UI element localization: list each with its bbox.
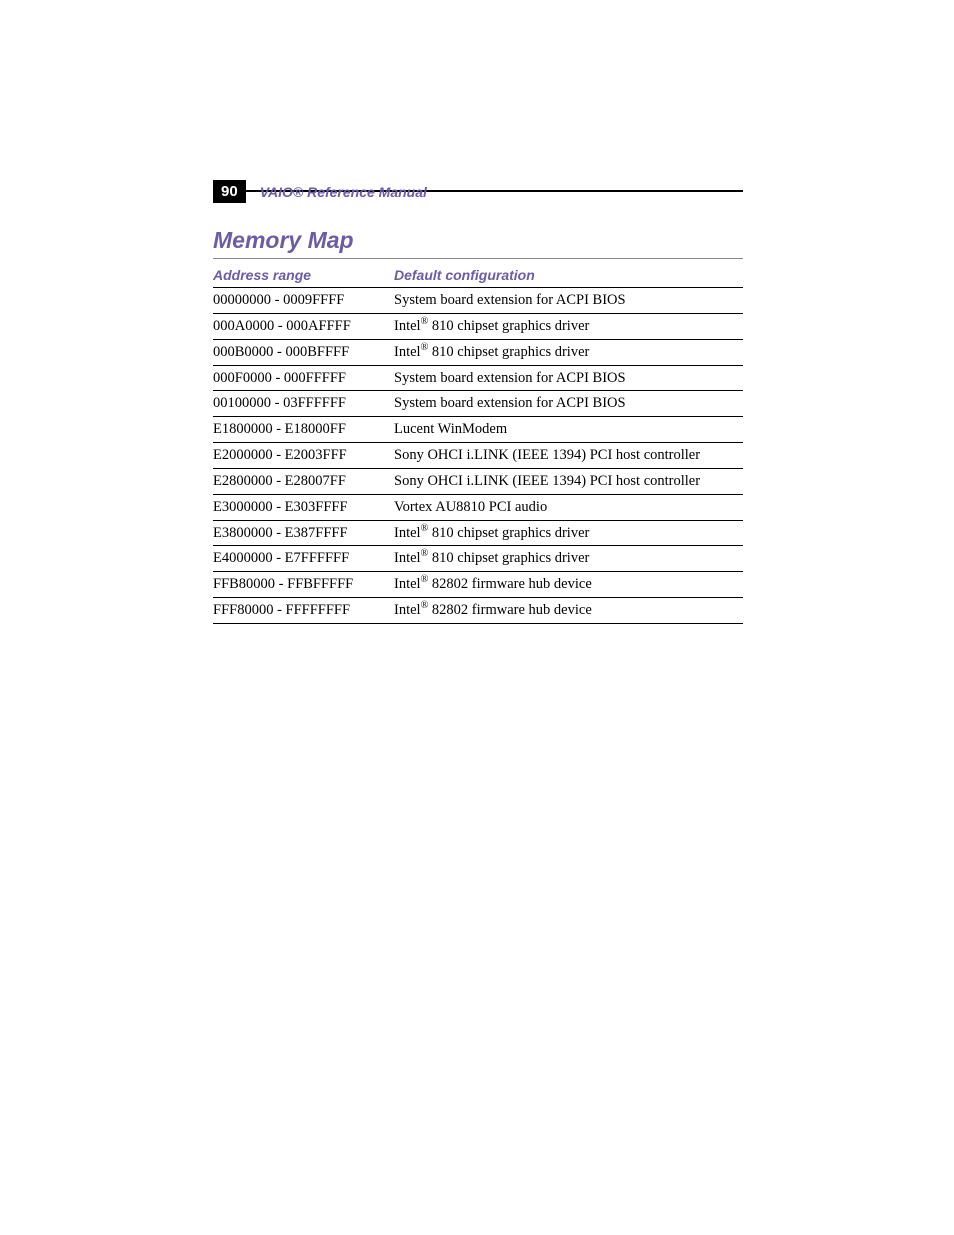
section-title: Memory Map (213, 227, 743, 254)
cell-address-range: 00000000 - 0009FFFF (213, 288, 394, 314)
cell-default-config: Intel® 82802 firmware hub device (394, 572, 743, 598)
cell-default-config: Intel® 810 chipset graphics driver (394, 313, 743, 339)
desc-text: Intel (394, 318, 421, 334)
desc-text: Vortex AU8810 PCI audio (394, 499, 547, 515)
desc-text: Intel (394, 525, 421, 541)
cell-address-range: E2000000 - E2003FFF (213, 443, 394, 469)
page-content: 90 VAIO® Reference Manual Memory Map Add… (213, 190, 743, 624)
desc-text: System board extension for ACPI BIOS (394, 370, 626, 386)
table-row: E2800000 - E28007FFSony OHCI i.LINK (IEE… (213, 468, 743, 494)
table-row: E3000000 - E303FFFFVortex AU8810 PCI aud… (213, 494, 743, 520)
table-row: 00000000 - 0009FFFFSystem board extensio… (213, 288, 743, 314)
table-row: FFF80000 - FFFFFFFFIntel® 82802 firmware… (213, 598, 743, 624)
table-row: 000A0000 - 000AFFFFIntel® 810 chipset gr… (213, 313, 743, 339)
desc-text: System board extension for ACPI BIOS (394, 395, 626, 411)
desc-text-post: 82802 firmware hub device (428, 602, 591, 618)
desc-text: Intel (394, 576, 421, 592)
desc-text: Lucent WinModem (394, 421, 507, 437)
table-row: E4000000 - E7FFFFFFIntel® 810 chipset gr… (213, 546, 743, 572)
cell-address-range: 000F0000 - 000FFFFF (213, 365, 394, 391)
page-header: 90 VAIO® Reference Manual (213, 180, 743, 203)
cell-default-config: Lucent WinModem (394, 417, 743, 443)
table-row: FFB80000 - FFBFFFFFIntel® 82802 firmware… (213, 572, 743, 598)
cell-address-range: 00100000 - 03FFFFFF (213, 391, 394, 417)
cell-default-config: Intel® 810 chipset graphics driver (394, 546, 743, 572)
table-row: E2000000 - E2003FFFSony OHCI i.LINK (IEE… (213, 443, 743, 469)
cell-address-range: 000A0000 - 000AFFFF (213, 313, 394, 339)
cell-default-config: Intel® 810 chipset graphics driver (394, 520, 743, 546)
desc-text: System board extension for ACPI BIOS (394, 292, 626, 308)
desc-text: Intel (394, 602, 421, 618)
cell-address-range: E4000000 - E7FFFFFF (213, 546, 394, 572)
cell-default-config: System board extension for ACPI BIOS (394, 391, 743, 417)
desc-text-post: 810 chipset graphics driver (428, 318, 589, 334)
cell-default-config: Intel® 810 chipset graphics driver (394, 339, 743, 365)
cell-default-config: System board extension for ACPI BIOS (394, 365, 743, 391)
col-header-address: Address range (213, 265, 394, 288)
desc-text: Intel (394, 550, 421, 566)
cell-default-config: Intel® 82802 firmware hub device (394, 598, 743, 624)
desc-text-post: 810 chipset graphics driver (428, 344, 589, 360)
cell-address-range: E2800000 - E28007FF (213, 468, 394, 494)
col-header-config: Default configuration (394, 265, 743, 288)
cell-default-config: System board extension for ACPI BIOS (394, 288, 743, 314)
table-row: 00100000 - 03FFFFFFSystem board extensio… (213, 391, 743, 417)
desc-text-post: 810 chipset graphics driver (428, 550, 589, 566)
section-title-rule (213, 258, 743, 259)
cell-address-range: FFB80000 - FFBFFFFF (213, 572, 394, 598)
cell-address-range: E1800000 - E18000FF (213, 417, 394, 443)
desc-text-post: 82802 firmware hub device (428, 576, 591, 592)
table-row: E1800000 - E18000FFLucent WinModem (213, 417, 743, 443)
cell-address-range: E3000000 - E303FFFF (213, 494, 394, 520)
table-row: E3800000 - E387FFFFIntel® 810 chipset gr… (213, 520, 743, 546)
page-number-box: 90 (213, 180, 246, 203)
cell-default-config: Sony OHCI i.LINK (IEEE 1394) PCI host co… (394, 443, 743, 469)
cell-default-config: Sony OHCI i.LINK (IEEE 1394) PCI host co… (394, 468, 743, 494)
desc-text: Sony OHCI i.LINK (IEEE 1394) PCI host co… (394, 473, 700, 489)
cell-address-range: FFF80000 - FFFFFFFF (213, 598, 394, 624)
table-header-row: Address range Default configuration (213, 265, 743, 288)
cell-address-range: E3800000 - E387FFFF (213, 520, 394, 546)
cell-default-config: Vortex AU8810 PCI audio (394, 494, 743, 520)
cell-address-range: 000B0000 - 000BFFFF (213, 339, 394, 365)
table-row: 000F0000 - 000FFFFFSystem board extensio… (213, 365, 743, 391)
table-row: 000B0000 - 000BFFFFIntel® 810 chipset gr… (213, 339, 743, 365)
memory-map-table: Address range Default configuration 0000… (213, 265, 743, 624)
desc-text-post: 810 chipset graphics driver (428, 525, 589, 541)
manual-title: VAIO® Reference Manual (260, 184, 427, 200)
desc-text: Intel (394, 344, 421, 360)
desc-text: Sony OHCI i.LINK (IEEE 1394) PCI host co… (394, 447, 700, 463)
